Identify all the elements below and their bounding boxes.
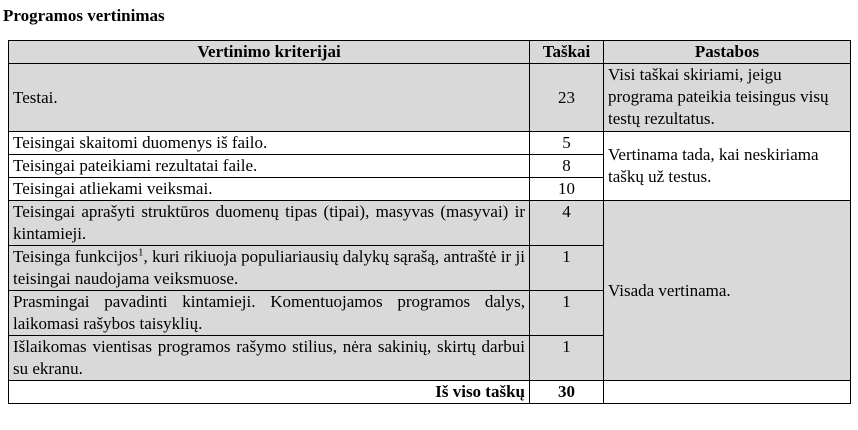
total-label: Iš viso taškų xyxy=(8,380,530,404)
criterion-text: Teisinga funkcijos xyxy=(13,247,138,266)
header-notes: Pastabos xyxy=(603,40,851,64)
header-points: Taškai xyxy=(529,40,604,64)
points-cell: 8 xyxy=(529,154,604,178)
criterion-cell: Teisingai pateikiami rezultatai faile. xyxy=(8,154,530,178)
total-row: Iš viso taškų 30 xyxy=(8,380,851,404)
criterion-cell: Teisingai atliekami veiksmai. xyxy=(8,177,530,201)
table-row: Testai. 23 Visi taškai skiriami, jeigu p… xyxy=(8,63,851,132)
criterion-cell: Teisingai aprašyti struktūros duomenų ti… xyxy=(8,200,530,246)
points-cell: 4 xyxy=(529,200,604,246)
points-cell: 5 xyxy=(529,131,604,155)
header-criteria: Vertinimo kriterijai xyxy=(8,40,530,64)
notes-cell: Vertinama tada, kai neskiriama taškų už … xyxy=(603,131,851,201)
table-header-row: Vertinimo kriterijai Taškai Pastabos xyxy=(8,40,851,64)
table-row: Teisinga funkcijos1, kuri rikiuoja popul… xyxy=(8,245,851,291)
criteria-table: Vertinimo kriterijai Taškai Pastabos Tes… xyxy=(8,40,851,404)
table-row: Teisingai pateikiami rezultatai faile. 8 xyxy=(8,154,851,178)
notes-cell: Visi taškai skiriami, jeigu programa pat… xyxy=(603,63,851,132)
points-cell: 23 xyxy=(529,63,604,132)
table-row: Išlaikomas vientisas programos rašymo st… xyxy=(8,335,851,381)
table-row: Teisingai aprašyti struktūros duomenų ti… xyxy=(8,200,851,381)
notes-cell: Visada vertinama. xyxy=(603,200,851,381)
page-title: Programos vertinimas xyxy=(3,6,165,25)
empty-cell xyxy=(603,380,851,404)
points-cell: 1 xyxy=(529,290,604,336)
total-value: 30 xyxy=(529,380,604,404)
criterion-cell: Prasmingai pavadinti kintamieji. Komentu… xyxy=(8,290,530,336)
points-cell: 1 xyxy=(529,335,604,381)
points-cell: 10 xyxy=(529,177,604,201)
criterion-cell: Testai. xyxy=(8,63,530,132)
criterion-text: , kuri rikiuoja populiariausių dalykų są… xyxy=(13,247,525,288)
table-row: Teisingai skaitomi duomenys iš failo. 5 … xyxy=(8,131,851,201)
criterion-cell: Teisingai skaitomi duomenys iš failo. xyxy=(8,131,530,155)
footnote-marker: 1 xyxy=(138,246,144,259)
points-cell: 1 xyxy=(529,245,604,291)
criterion-cell: Išlaikomas vientisas programos rašymo st… xyxy=(8,335,530,381)
criterion-cell: Teisinga funkcijos1, kuri rikiuoja popul… xyxy=(8,245,530,291)
